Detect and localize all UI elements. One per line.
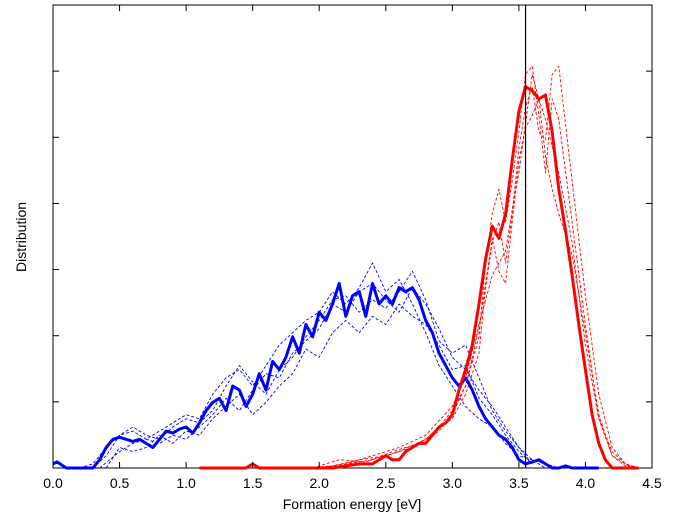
y-axis-label: Distribution xyxy=(13,202,29,272)
x-tick-label: 0.5 xyxy=(110,475,130,491)
x-tick-label: 1.5 xyxy=(243,475,263,491)
x-tick-label: 4.0 xyxy=(576,475,596,491)
series-layer xyxy=(52,65,639,470)
x-tick-label: 3.0 xyxy=(443,475,463,491)
x-tick-label: 2.5 xyxy=(376,475,396,491)
x-tick-label: 4.5 xyxy=(642,475,662,491)
x-axis-label: Formation energy [eV] xyxy=(283,496,422,512)
series-line-blue-mean-0 xyxy=(52,282,599,470)
series-line-blue-dashed-4 xyxy=(99,283,533,469)
tick-layer: 0.0 0.5 1.0 1.5 2.0 2.5 3.0 3.5 4.0 4.5 xyxy=(43,5,662,491)
series-line-red-dashed-7 xyxy=(319,65,639,469)
x-tick-label: 0.0 xyxy=(43,475,63,491)
series-line-red-dashed-9 xyxy=(319,73,639,469)
x-tick-label: 1.0 xyxy=(176,475,196,491)
x-tick-label: 3.5 xyxy=(509,475,529,491)
x-tick-label: 2.0 xyxy=(309,475,329,491)
series-line-red-mean-1 xyxy=(199,85,639,470)
plot-area xyxy=(52,4,653,469)
series-line-blue-dashed-5 xyxy=(105,303,533,469)
